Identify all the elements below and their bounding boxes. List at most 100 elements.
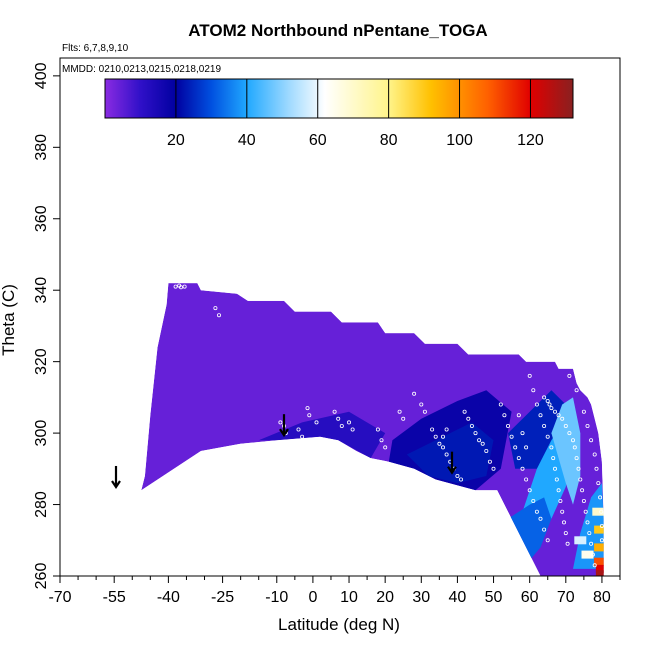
sample-point [560, 509, 565, 514]
x-tick-label: 60 [521, 589, 539, 606]
sample-point [534, 402, 539, 407]
sample-point [576, 466, 581, 471]
sample-point [572, 445, 577, 450]
sample-point [583, 509, 588, 514]
sample-point [462, 409, 467, 414]
sample-point [599, 524, 604, 529]
sample-point [574, 456, 579, 461]
sample-point [531, 498, 536, 503]
sample-point [401, 416, 406, 421]
sample-point [498, 402, 503, 407]
x-tick-label: 10 [340, 589, 358, 606]
sample-point [437, 441, 442, 446]
sample-point [547, 402, 552, 407]
sample-point [350, 427, 355, 432]
sample-point [444, 452, 449, 457]
field-cell [574, 536, 587, 545]
sample-point [594, 466, 599, 471]
sample-point [455, 473, 460, 478]
plot-frame [59, 57, 621, 577]
flight-arrows [111, 414, 457, 489]
y-tick-label: 260 [33, 563, 50, 590]
sample-point [580, 488, 585, 493]
sample-point [305, 406, 310, 411]
sample-point [520, 466, 525, 471]
field-cell [594, 525, 604, 534]
colorbar-tick-label: 100 [446, 132, 473, 149]
sample-point [466, 416, 471, 421]
sample-point [178, 285, 183, 290]
sample-point [538, 413, 543, 418]
sample-point [346, 420, 351, 425]
sample-point [562, 520, 567, 525]
sample-point [545, 434, 550, 439]
sample-point [531, 388, 536, 393]
colorbar-gradient [104, 78, 574, 119]
sample-point [440, 445, 445, 450]
sample-point [585, 423, 590, 428]
colorbar-tick-label: 20 [167, 132, 185, 149]
sample-point [527, 488, 532, 493]
chart-title: ATOM2 Northbound nPentane_TOGA [188, 21, 487, 40]
y-axis: 260 280 300 320 340 360 380 400 [33, 62, 60, 589]
sample-point [502, 413, 507, 418]
sample-point [565, 541, 570, 546]
y-tick-label: 300 [33, 420, 50, 447]
sample-point [553, 466, 558, 471]
sample-point [477, 438, 482, 443]
x-tick-label: 20 [376, 589, 394, 606]
sample-point [563, 423, 568, 428]
sample-point [592, 563, 597, 568]
sample-point [524, 477, 529, 482]
sample-point [383, 445, 388, 450]
sample-point [596, 481, 601, 486]
sample-point [549, 445, 554, 450]
sample-point [516, 456, 521, 461]
sample-point [534, 509, 539, 514]
field-cell [594, 557, 604, 566]
sample-point [589, 541, 594, 546]
sample-point [581, 498, 586, 503]
heatmap-field [141, 283, 604, 576]
sample-point [574, 388, 579, 393]
sample-point [581, 409, 586, 414]
sample-point [560, 416, 565, 421]
sample-point [278, 420, 283, 425]
sample-point [430, 427, 435, 432]
sample-point [542, 527, 547, 532]
sample-point [520, 431, 525, 436]
y-tick-label: 360 [33, 205, 50, 232]
sample-point [571, 438, 576, 443]
sample-point [598, 495, 603, 500]
flight-arrow [447, 451, 457, 475]
y-tick-label: 380 [33, 134, 50, 161]
sample-point [473, 431, 478, 436]
field-region-core-30N [406, 422, 494, 484]
sample-point [590, 552, 595, 557]
flight-arrow [279, 414, 289, 438]
field-region-lower-mid-lat [258, 411, 386, 459]
x-tick-label: 70 [557, 589, 575, 606]
x-tick-label: -70 [48, 589, 71, 606]
sample-point [332, 409, 337, 414]
sample-point [516, 413, 521, 418]
sample-point [412, 391, 417, 396]
sample-point [585, 520, 590, 525]
y-tick-label: 400 [33, 62, 50, 89]
field-cell [581, 550, 594, 559]
field-region-southern-low [508, 497, 552, 569]
y-tick-label: 340 [33, 277, 50, 304]
sample-point [558, 498, 563, 503]
sample-point [587, 531, 592, 536]
y-tick-label: 320 [33, 348, 50, 375]
sample-point [379, 438, 384, 443]
x-axis: -70 -55 -40 -25 -10 0 10 20 30 40 50 60 70 80 [48, 576, 621, 606]
sample-point [542, 395, 547, 400]
flight-arrow [111, 465, 121, 489]
sample-point [505, 423, 510, 428]
sample-point [339, 423, 344, 428]
field-cell [595, 564, 604, 573]
x-tick-label: 50 [485, 589, 503, 606]
sample-point [397, 409, 402, 414]
